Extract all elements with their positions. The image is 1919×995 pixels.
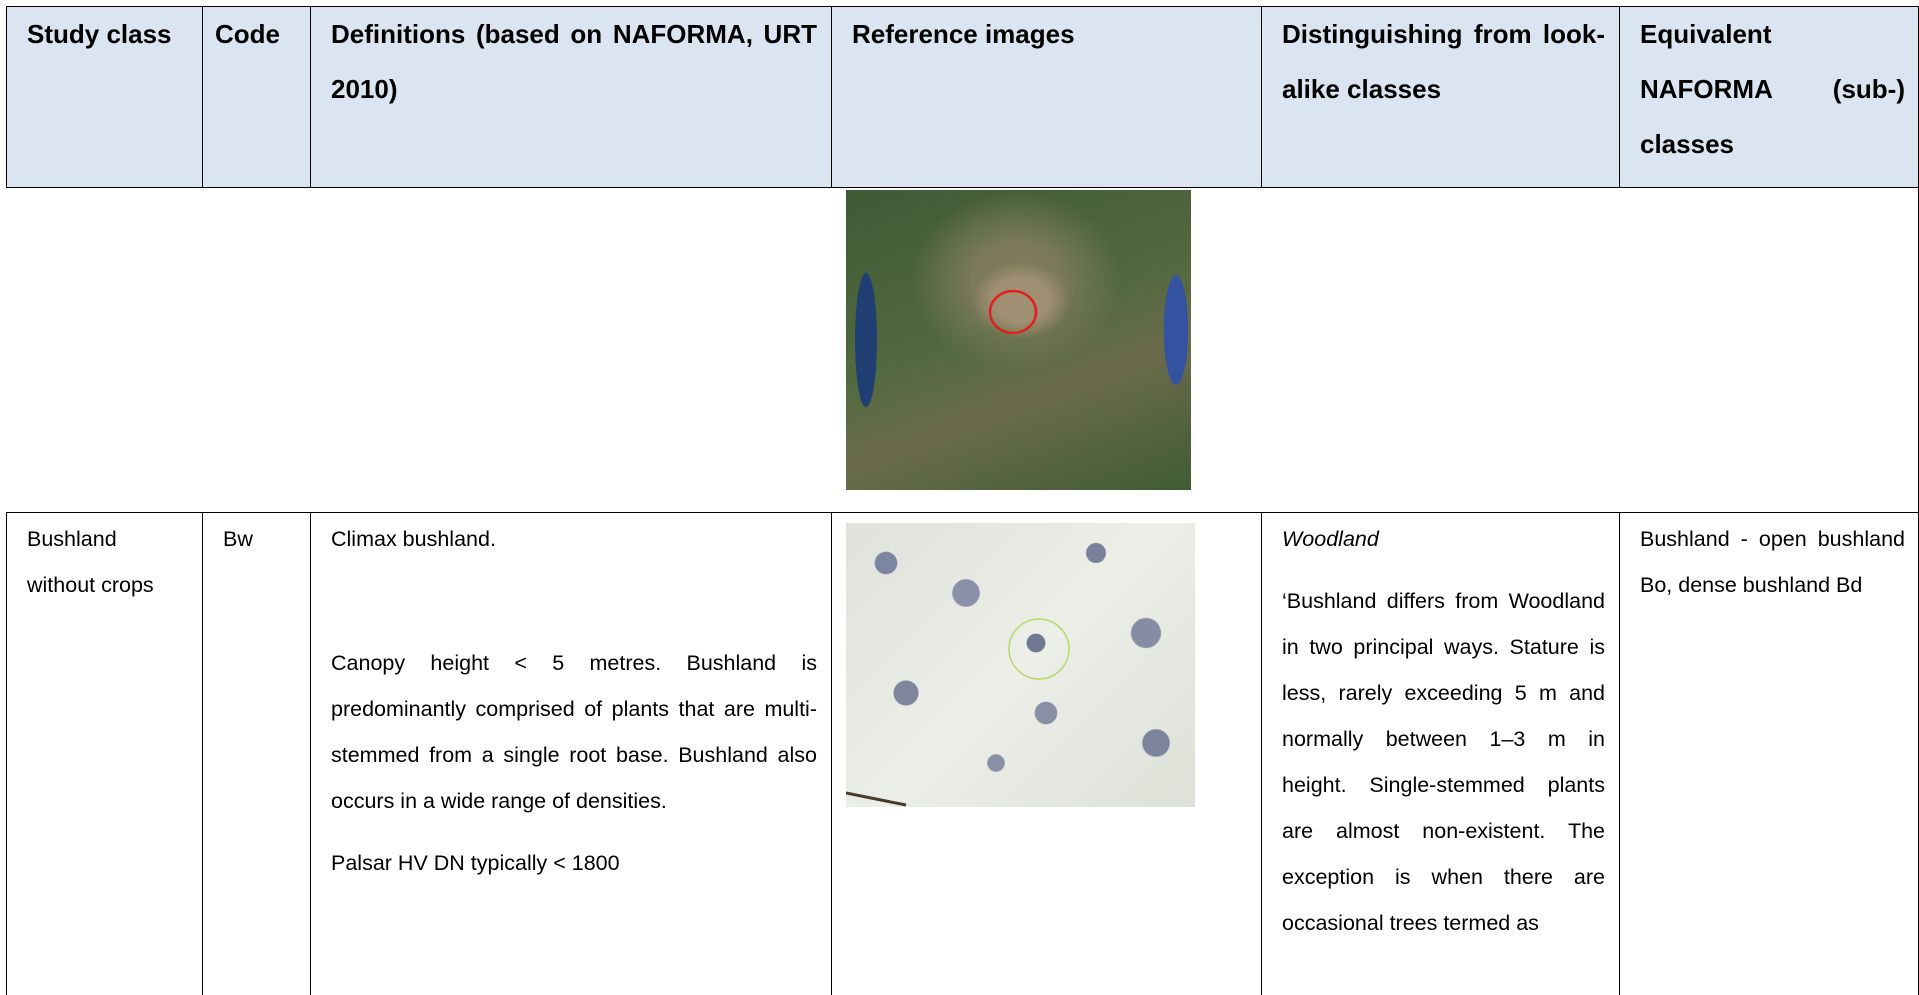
paragraph: Palsar HV DN typically < 1800 (331, 851, 620, 875)
header-cell: Distinguishing from look-alike classes (1261, 6, 1619, 187)
image-marker (846, 618, 1070, 807)
border (6, 187, 1919, 188)
border (6, 512, 1919, 513)
header-cell: Definitions (based on NAFORMA, URT 2010) (310, 6, 831, 187)
distinguishing-cell: Woodland ‘Bushland differs from Woodland… (1261, 512, 1619, 995)
equivalent-cell: Bushland - open bushland Bo, dense bushl… (1619, 512, 1919, 995)
study-class-cell: Bushland without crops (6, 512, 202, 995)
border (6, 6, 1919, 7)
reference-image-bushland (846, 523, 1195, 807)
paragraph: Climax bushland. (331, 527, 496, 551)
header-cell: Reference images (831, 6, 1261, 187)
code-cell: Bw (202, 512, 310, 995)
paragraph: ‘Bushland differs from Woodland in two p… (1282, 589, 1605, 935)
map-marker (988, 289, 1038, 335)
header-cell: Study class (6, 6, 202, 187)
definitions-cell: Climax bushland. Canopy height < 5 metre… (310, 512, 831, 995)
paragraph: Canopy height < 5 metres. Bushland is pr… (331, 651, 817, 813)
header-cell: Code (202, 6, 310, 187)
header-cell: Equivalent NAFORMA (sub-) classes (1619, 6, 1919, 187)
paragraph: Woodland (1282, 527, 1379, 551)
reference-image-map (846, 190, 1191, 490)
